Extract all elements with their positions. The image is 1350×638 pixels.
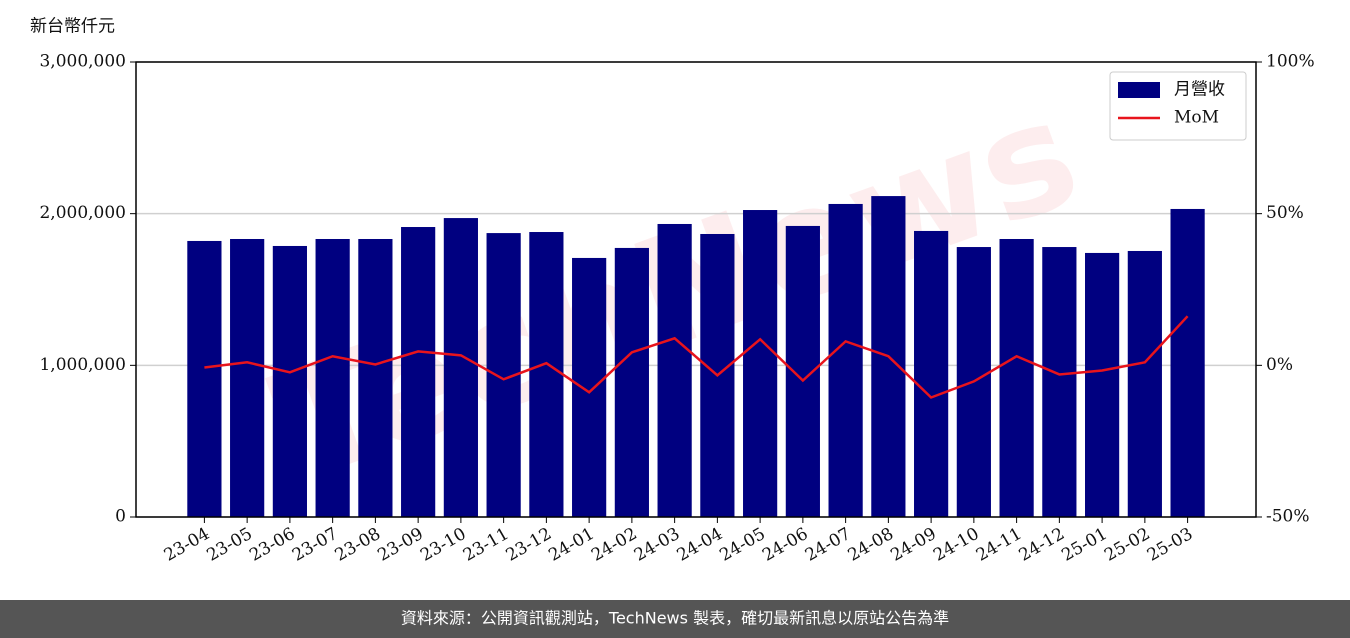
bar <box>1127 250 1162 517</box>
legend-label: MoM <box>1174 108 1219 128</box>
line <box>204 315 1189 399</box>
x-tick-label: 24-10 <box>930 524 982 566</box>
plot-frame <box>135 61 1257 518</box>
bar <box>443 218 478 517</box>
x-tick-label: 24-11 <box>973 524 1025 566</box>
bar <box>1170 208 1205 517</box>
y2-tick-label: 0% <box>1266 355 1293 375</box>
x-tick-label: 23-07 <box>289 524 341 566</box>
bar <box>1085 252 1120 517</box>
source-note: 資料來源：公開資訊觀測站，TechNews 製表，確切最新訊息以原站公告為準 <box>401 609 949 628</box>
x-tick-label: 23-08 <box>332 524 384 566</box>
x-tick-label: 23-10 <box>417 524 469 566</box>
x-tick-label: 24-06 <box>759 524 811 566</box>
x-tick-label: 24-05 <box>716 524 768 566</box>
bar <box>315 238 350 517</box>
y-tick-label: 2,000,000 <box>39 203 126 223</box>
bar <box>743 210 778 517</box>
bar <box>614 247 649 517</box>
bar <box>401 227 436 517</box>
x-tick-label: 23-05 <box>203 524 255 566</box>
y2-tick-label: 100% <box>1266 52 1315 72</box>
bar <box>828 203 863 517</box>
x-tick-label: 25-03 <box>1144 524 1196 566</box>
y2-tick-label: 50% <box>1266 203 1304 223</box>
bar <box>272 245 307 517</box>
bar <box>999 238 1034 517</box>
x-tick-label: 24-08 <box>845 524 897 566</box>
legend-swatch <box>1118 82 1160 98</box>
bar <box>230 238 265 517</box>
bar <box>187 240 222 517</box>
bar <box>657 223 692 518</box>
y-tick-label: 0 <box>115 507 126 527</box>
x-tick-label: 23-11 <box>460 524 512 566</box>
x-tick-label: 25-02 <box>1101 524 1153 566</box>
x-tick-label: 23-12 <box>503 524 555 566</box>
x-tick-label: 24-01 <box>545 524 597 566</box>
bar <box>914 230 949 517</box>
legend-label: 月營收 <box>1174 80 1225 100</box>
x-tick-label: 24-12 <box>1016 524 1068 566</box>
x-tick-label: 25-01 <box>1058 524 1110 566</box>
y-axis-label: 新台幣仟元 <box>30 17 115 37</box>
bar <box>1042 247 1077 518</box>
x-tick-label: 24-02 <box>588 524 640 566</box>
x-tick-label: 23-06 <box>246 524 298 566</box>
x-tick-label: 23-09 <box>374 524 426 566</box>
y-tick-label: 1,000,000 <box>39 355 126 375</box>
x-tick-label: 23-04 <box>161 524 213 566</box>
footer-band <box>0 600 1350 638</box>
bar <box>785 225 820 517</box>
x-tick-label: 24-04 <box>674 524 726 566</box>
y2-tick-label: -50% <box>1266 507 1310 527</box>
bar <box>572 257 607 517</box>
bar <box>529 232 564 518</box>
x-tick-label: 24-09 <box>887 524 939 566</box>
y-tick-label: 3,000,000 <box>39 52 126 72</box>
x-tick-label: 24-03 <box>631 524 683 566</box>
x-tick-label: 24-07 <box>802 524 854 566</box>
bar <box>358 238 393 517</box>
